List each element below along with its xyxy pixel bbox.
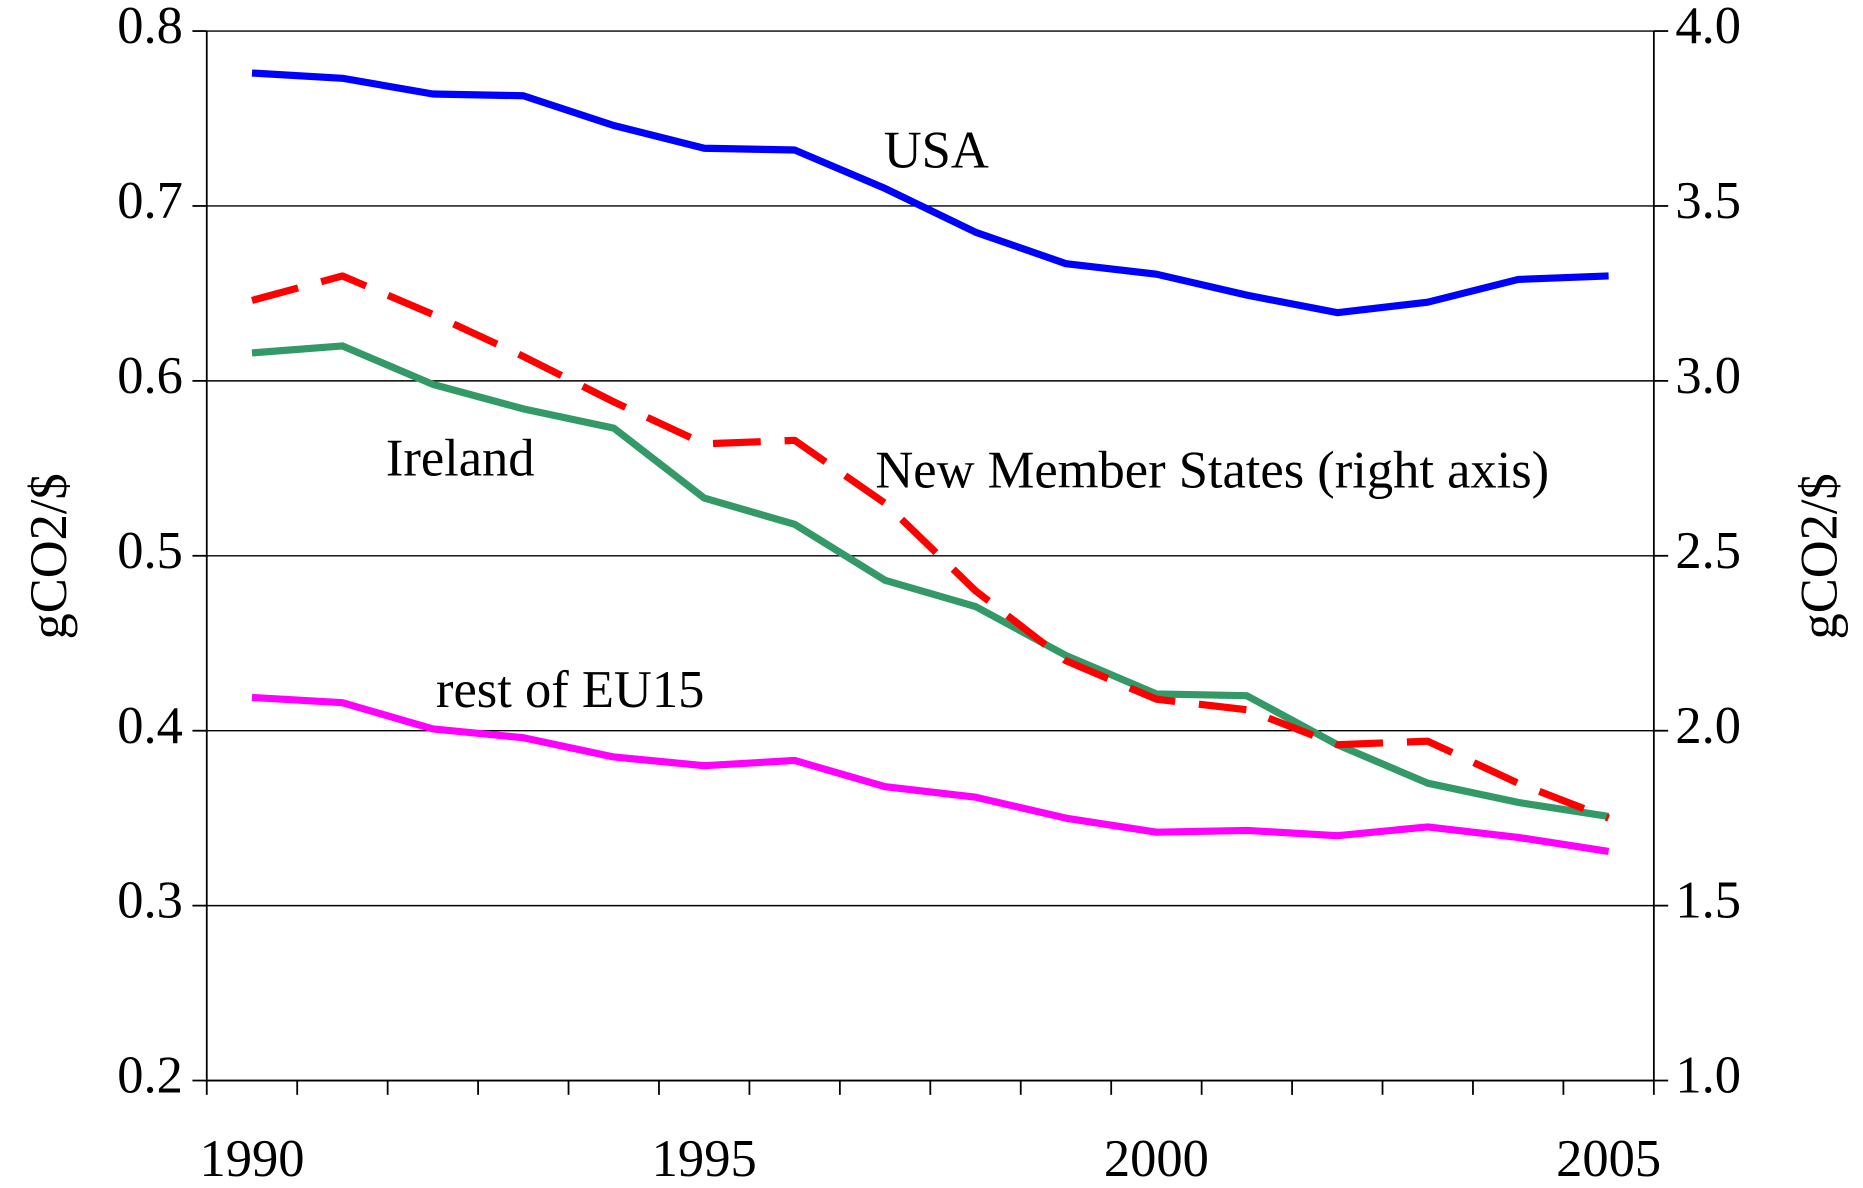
series-line	[251, 69, 1609, 317]
y2-tick-label: 1.5	[1675, 872, 1741, 930]
y-tick-label: 0.7	[117, 172, 183, 230]
series-line	[251, 272, 1610, 822]
series-label: New Member States (right axis)	[875, 441, 1549, 499]
y2-tick-label: 3.5	[1675, 172, 1741, 230]
y2-axis-label: gCO2/$	[1791, 473, 1849, 639]
series-line	[251, 693, 1610, 855]
y-tick-label: 0.5	[117, 522, 183, 580]
series-line	[251, 342, 1610, 820]
y-tick-label: 0.4	[117, 697, 183, 755]
y2-tick-label: 2.5	[1675, 522, 1741, 580]
series-label: USA	[884, 121, 989, 179]
y-tick-label: 0.2	[117, 1047, 183, 1105]
y2-tick-label: 3.0	[1675, 347, 1741, 405]
y2-tick-label: 4.0	[1675, 0, 1741, 55]
x-tick-label: 1990	[199, 1130, 304, 1188]
x-tick-label: 2005	[1556, 1130, 1661, 1188]
y2-tick-label: 2.0	[1675, 697, 1741, 755]
x-tick-label: 1995	[652, 1130, 757, 1188]
x-tick-label: 2000	[1104, 1130, 1209, 1188]
y2-tick-label: 1.0	[1675, 1047, 1741, 1105]
series-label: rest of EU15	[436, 661, 704, 719]
y-tick-label: 0.3	[117, 872, 183, 930]
y-axis-label: gCO2/$	[20, 473, 78, 639]
y-tick-label: 0.8	[117, 0, 183, 55]
series-label: Ireland	[386, 429, 535, 487]
y-tick-label: 0.6	[117, 347, 183, 405]
